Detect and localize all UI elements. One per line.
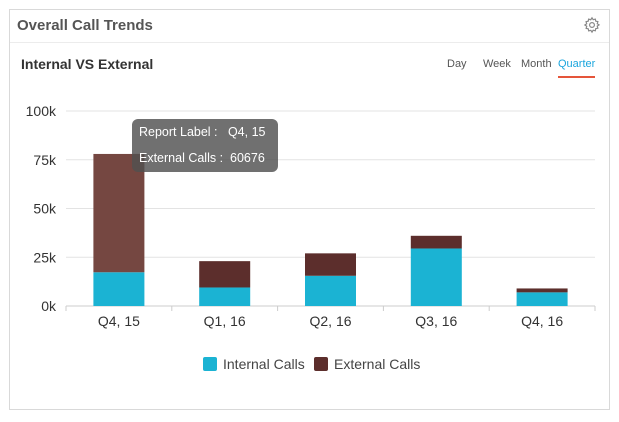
- x-tick-label: Q1, 16: [204, 313, 246, 329]
- y-tick-label: 75k: [33, 152, 57, 168]
- chart-tooltip: Report Label : Q4, 15 External Calls : 6…: [132, 119, 278, 172]
- legend-swatch-internal: [203, 357, 217, 371]
- tab-quarter[interactable]: Quarter: [558, 58, 596, 70]
- bar-internal[interactable]: [410, 248, 462, 306]
- tooltip-label-value: Q4, 15: [227, 125, 266, 139]
- legend-label-external: External Calls: [334, 356, 421, 372]
- y-tick-label: 25k: [33, 249, 57, 265]
- y-tick-label: 100k: [26, 103, 57, 119]
- gear-icon[interactable]: [583, 16, 601, 34]
- active-tab-indicator: [558, 76, 595, 78]
- x-tick-label: Q4, 15: [98, 313, 140, 329]
- legend-item-internal[interactable]: Internal Calls: [203, 356, 305, 372]
- tab-day[interactable]: Day: [447, 58, 467, 70]
- x-tick-label: Q4, 16: [521, 313, 563, 329]
- tab-month[interactable]: Month: [521, 58, 552, 70]
- tooltip-label-key: Report Label :: [139, 125, 218, 139]
- bar-external[interactable]: [516, 288, 568, 293]
- call-trends-card: Overall Call Trends Internal VS External…: [9, 9, 610, 410]
- tab-week[interactable]: Week: [483, 58, 511, 70]
- tooltip-label-row: Report Label : Q4, 15: [139, 119, 278, 145]
- header-divider: [10, 42, 609, 43]
- chart-subtitle: Internal VS External: [21, 56, 154, 72]
- legend-swatch-external: [314, 357, 328, 371]
- bar-internal[interactable]: [199, 287, 251, 306]
- bar-external[interactable]: [305, 253, 356, 276]
- bar-internal[interactable]: [305, 275, 356, 306]
- bar-internal[interactable]: [93, 272, 145, 306]
- bar-external[interactable]: [410, 235, 462, 249]
- legend-label-internal: Internal Calls: [223, 356, 305, 372]
- bar-external[interactable]: [93, 153, 145, 273]
- legend-item-external[interactable]: External Calls: [314, 356, 420, 372]
- period-tabs: Day Week Month Quarter: [10, 58, 609, 82]
- x-tick-label: Q2, 16: [309, 313, 351, 329]
- tooltip-value-value: 60676: [230, 151, 265, 165]
- y-tick-label: 0k: [41, 298, 57, 314]
- bar-external[interactable]: [199, 261, 251, 288]
- tooltip-value-key: External Calls :: [139, 151, 224, 165]
- widget-title: Overall Call Trends: [17, 17, 153, 34]
- bar-internal[interactable]: [516, 292, 568, 306]
- chart-legend: Internal Calls External Calls: [10, 356, 609, 376]
- y-tick-label: 50k: [33, 201, 57, 217]
- stacked-bar-chart: 0k 25k 50k 75k 100k Q4, 15 Q1, 16 Q2, 16 Q3, 16 Q…: [26, 103, 596, 329]
- tooltip-value-row: External Calls : 60676: [139, 145, 278, 171]
- x-tick-label: Q3, 16: [415, 313, 457, 329]
